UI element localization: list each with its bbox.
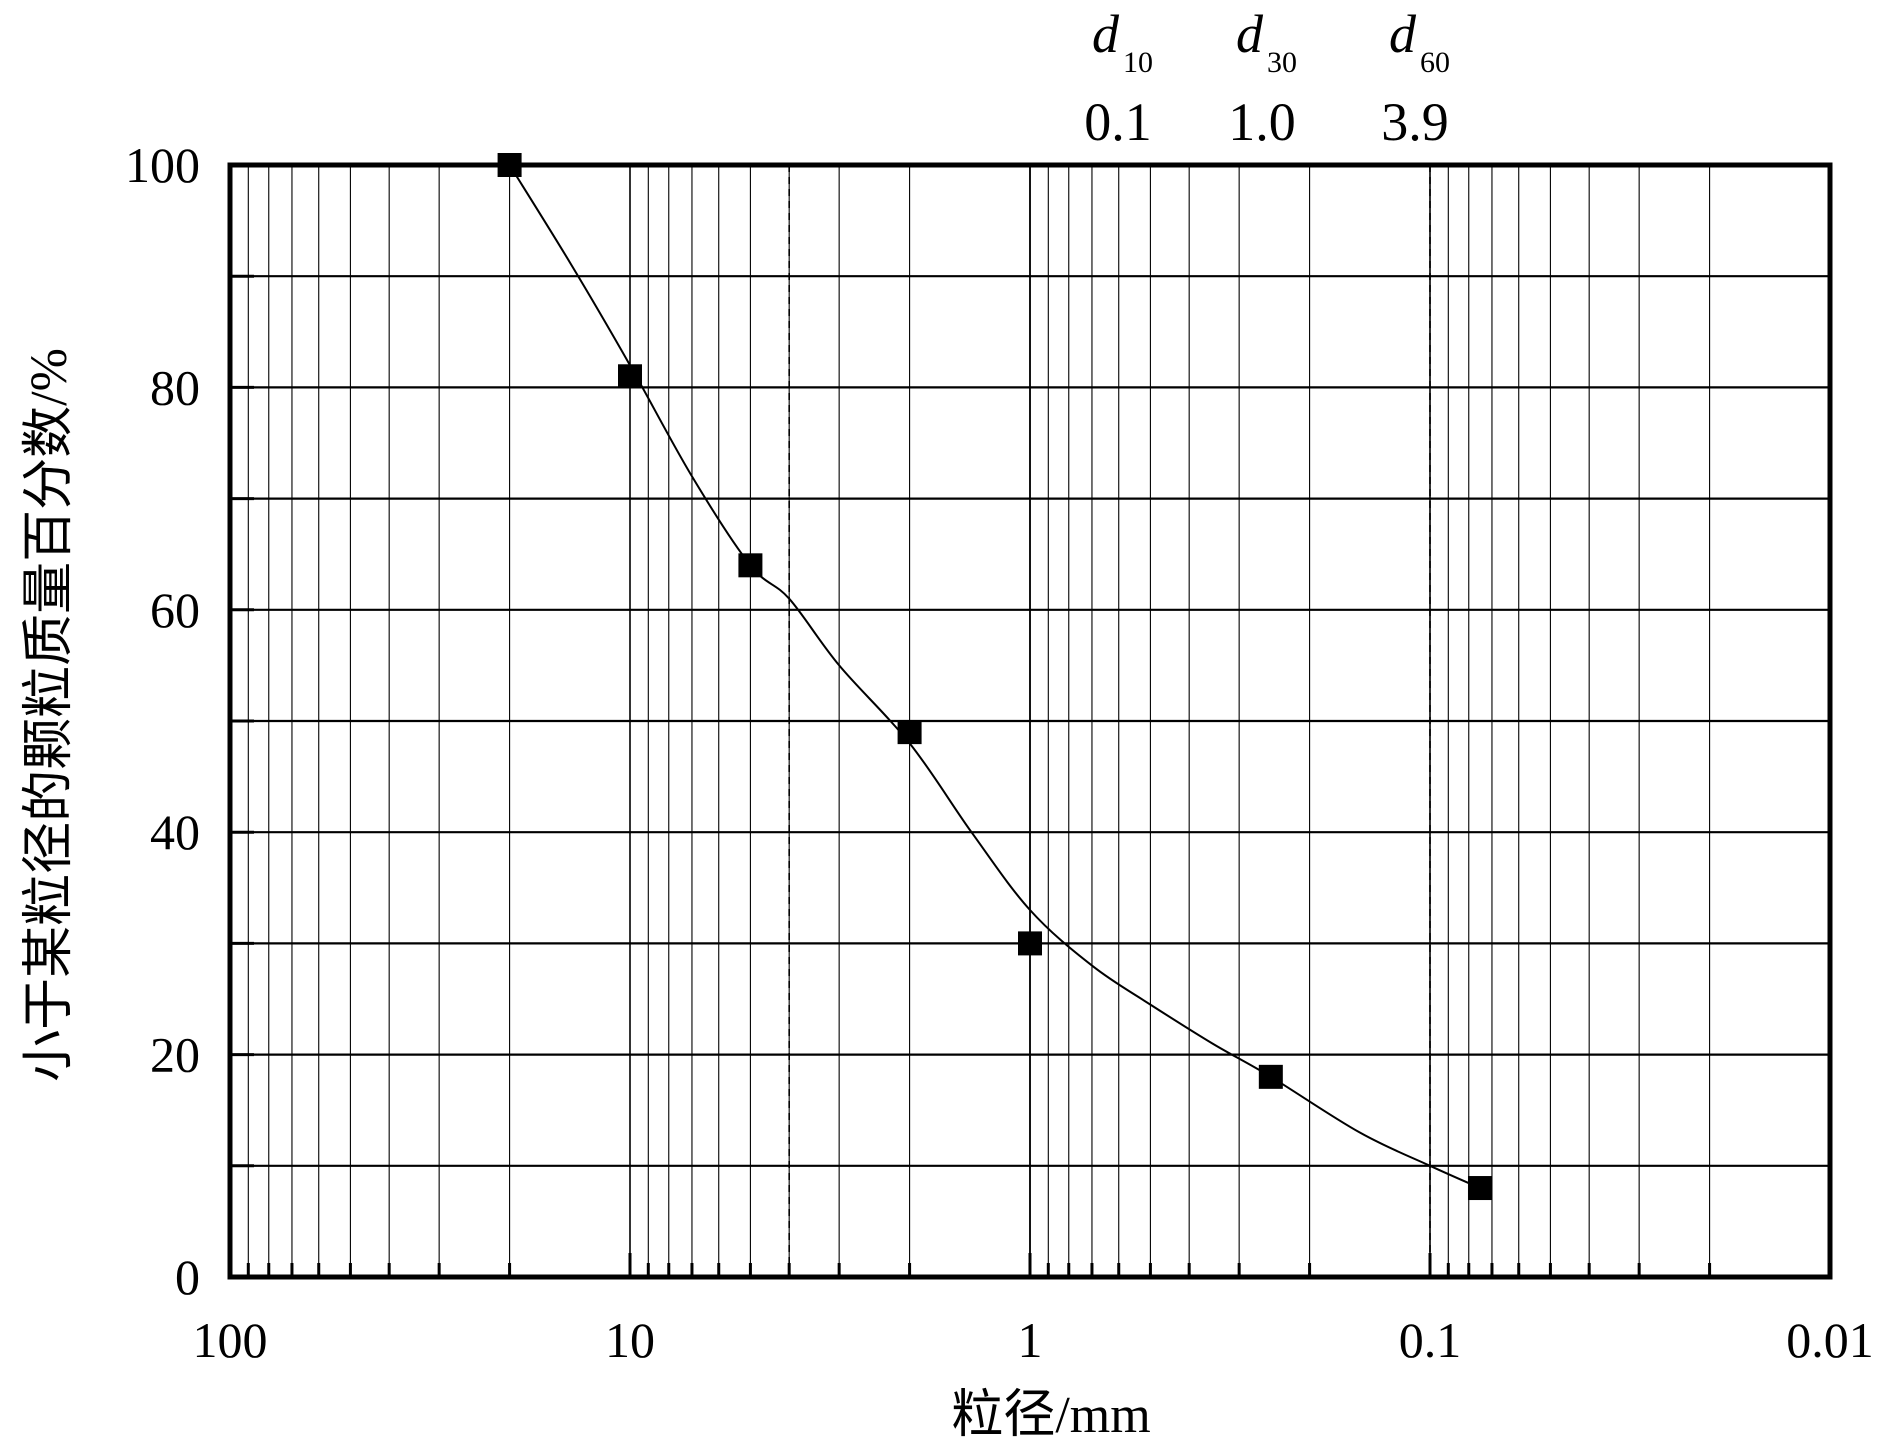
x-tick-label: 0.1 — [1399, 1312, 1462, 1368]
annotation-value: 1.0 — [1228, 92, 1296, 152]
y-tick-label: 60 — [150, 582, 200, 638]
annotation-value: 0.1 — [1084, 92, 1152, 152]
fit-curve-layer — [508, 164, 1481, 1189]
annotation-subscript: 60 — [1420, 46, 1450, 79]
axes — [227, 162, 1833, 1280]
data-markers — [497, 153, 1492, 1201]
annotation-symbol: d — [1389, 4, 1417, 64]
d-value-annotations: d 100.1d 301.0d 603.9 — [1084, 4, 1450, 152]
plot-frame — [227, 162, 1833, 1280]
x-tick-label: 100 — [193, 1312, 268, 1368]
data-point-marker — [1467, 1176, 1492, 1201]
x-tick-label: 10 — [605, 1312, 655, 1368]
annotation-symbol: d — [1092, 4, 1120, 64]
annotation-subscript: 30 — [1267, 46, 1297, 79]
y-tick-label: 0 — [175, 1249, 200, 1305]
data-point-marker — [1258, 1064, 1283, 1089]
data-point-marker — [738, 553, 763, 578]
y-tick-label: 40 — [150, 804, 200, 860]
x-tick-label: 1 — [1018, 1312, 1043, 1368]
data-point-marker — [618, 364, 642, 389]
annotation-symbol: d — [1236, 4, 1264, 64]
y-tick-label: 80 — [150, 359, 200, 415]
y-tick-label: 20 — [150, 1027, 200, 1083]
reference-lines — [788, 165, 1431, 1277]
tick-labels: 100 10 1 0.1 0.01 0 20 40 60 80 100 — [125, 137, 1874, 1368]
y-axis-label: 小于某粒径的颗粒质量百分数/% — [21, 348, 78, 1082]
y-tick-label: 100 — [125, 137, 200, 193]
x-axis-label: 粒径/mm — [951, 1387, 1150, 1444]
annotation-subscript: 10 — [1123, 46, 1153, 79]
data-point-marker — [1018, 931, 1042, 956]
annotation-value: 3.9 — [1381, 92, 1449, 152]
x-tick-label: 0.01 — [1786, 1312, 1874, 1368]
data-point-marker — [897, 720, 922, 745]
fit-curve — [508, 164, 1481, 1189]
